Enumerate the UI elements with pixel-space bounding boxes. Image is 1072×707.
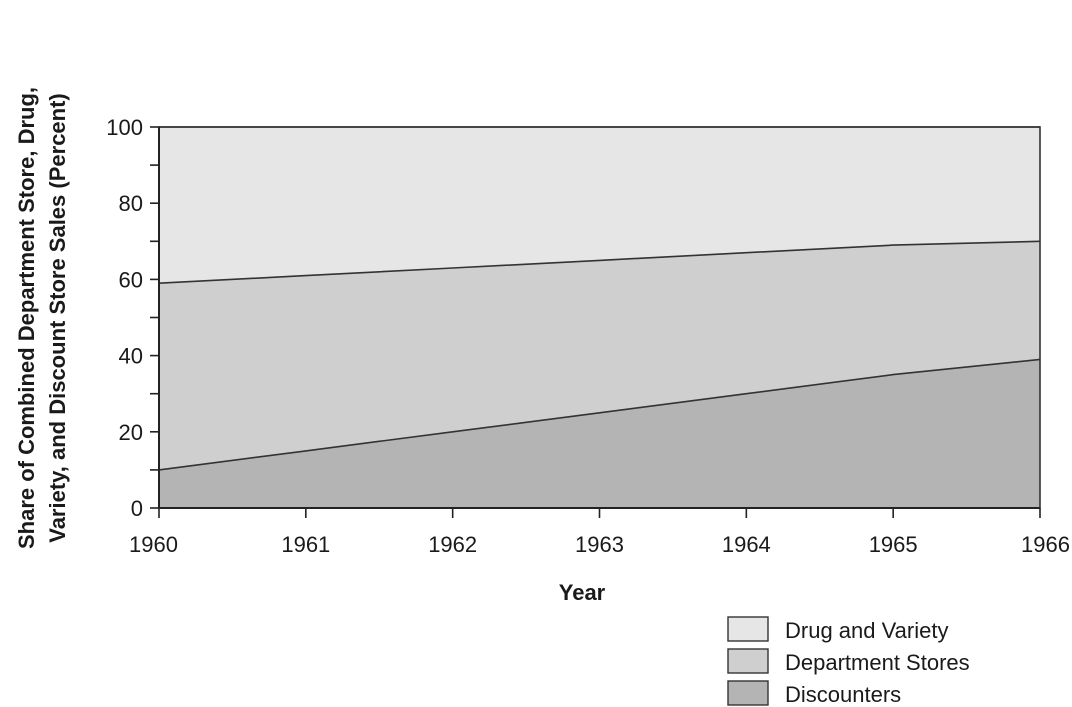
- y-tick-label: 100: [106, 115, 143, 140]
- y-axis-title-line-2: Variety, and Discount Store Sales (Perce…: [45, 93, 70, 543]
- legend-label-drug-and-variety: Drug and Variety: [785, 618, 948, 643]
- area-discounters: [159, 359, 1040, 508]
- legend-swatch-department-stores: [727, 648, 769, 674]
- y-tick-label: 80: [119, 191, 143, 216]
- y-tick-label: 40: [119, 344, 143, 369]
- x-tick-label: 1964: [722, 532, 771, 557]
- legend: Drug and Variety Department Stores Discoun…: [727, 616, 970, 707]
- x-tick-label: 1962: [428, 532, 477, 557]
- y-tick-label: 0: [131, 496, 143, 521]
- x-tick-label: 1961: [281, 532, 330, 557]
- legend-swatch-drug-and-variety: [727, 616, 769, 642]
- y-axis-title-line-1: Share of Combined Department Store, Drug…: [14, 87, 39, 549]
- legend-swatch-discounters: [727, 680, 769, 706]
- x-tick-label: 1965: [869, 532, 918, 557]
- legend-label-department-stores: Department Stores: [785, 650, 970, 675]
- area-department-stores: [159, 241, 1040, 470]
- boundary-line-department-stores: [158, 240, 1041, 284]
- x-tick-label: 1966: [1021, 532, 1070, 557]
- y-tick-label: 60: [119, 267, 143, 292]
- y-tick-label: 20: [119, 420, 143, 445]
- y-axis-ticks: 0 20 40 60 80 100: [106, 115, 159, 521]
- legend-label-discounters: Discounters: [785, 682, 901, 707]
- x-tick-label: 1963: [575, 532, 624, 557]
- x-axis-ticks: 1960 1961 1962 1963 1964 1965 1966: [129, 508, 1070, 557]
- area-drug-and-variety: [159, 127, 1040, 284]
- area-layers: [159, 127, 1040, 508]
- x-tick-label: 1960: [129, 532, 178, 557]
- x-axis-title: Year: [559, 580, 606, 605]
- boundary-line-discounters: [158, 358, 1041, 471]
